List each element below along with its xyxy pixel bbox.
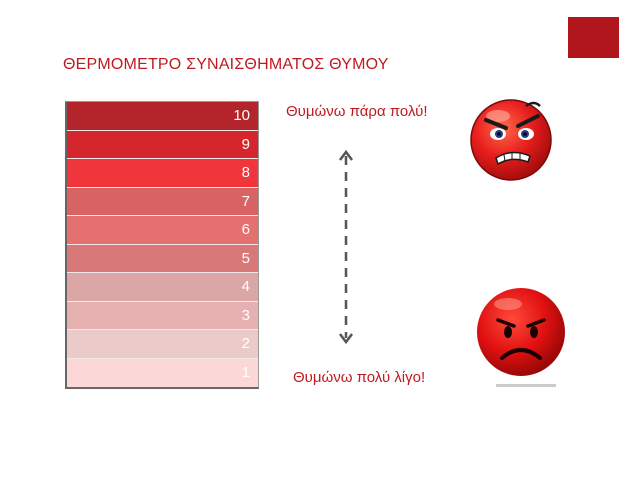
scale-level-5: 5	[67, 244, 258, 273]
scale-level-number: 6	[241, 221, 250, 239]
label-very-angry: Θυμώνω πάρα πολύ!	[286, 103, 428, 120]
corner-decoration	[568, 17, 619, 58]
scale-level-1: 1	[67, 358, 258, 387]
double-arrow-vertical-icon	[339, 149, 353, 345]
page-title: ΘΕΡΜΟΜΕΤΡΟ ΣΥΝΑΙΣΘΗΜΑΤΟΣ ΘΥΜΟΥ	[63, 56, 389, 73]
scale-level-number: 8	[241, 164, 250, 182]
anger-thermometer-scale: 10 9 8 7 6 5 4 3 2 1	[65, 101, 259, 389]
very-angry-face-icon	[470, 99, 552, 181]
scale-level-7: 7	[67, 187, 258, 216]
angry-face-icon	[477, 288, 565, 387]
scale-level-3: 3	[67, 301, 258, 330]
scale-level-4: 4	[67, 273, 258, 302]
scale-level-number: 7	[241, 192, 250, 210]
scale-level-10: 10	[67, 102, 258, 131]
scale-level-number: 10	[233, 107, 250, 125]
scale-level-number: 5	[241, 249, 250, 267]
scale-level-number: 3	[241, 306, 250, 324]
scale-level-6: 6	[67, 216, 258, 245]
scale-level-8: 8	[67, 159, 258, 188]
scale-level-number: 2	[241, 335, 250, 353]
label-slightly-angry: Θυμώνω πολύ λίγο!	[293, 369, 426, 386]
scale-level-number: 1	[241, 364, 250, 382]
scale-level-number: 9	[241, 135, 250, 153]
scale-level-2: 2	[67, 330, 258, 359]
scale-level-9: 9	[67, 130, 258, 159]
scale-level-number: 4	[241, 278, 250, 296]
